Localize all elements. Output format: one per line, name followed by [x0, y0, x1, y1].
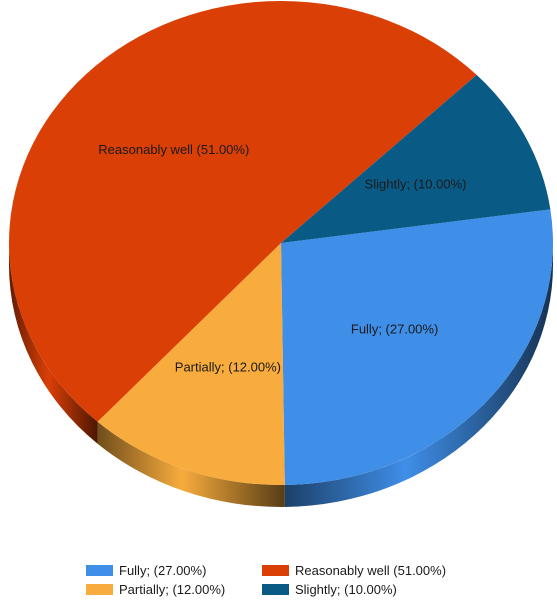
legend-swatch [262, 583, 289, 595]
pie-side-2 [8, 243, 98, 444]
legend-item: Slightly; (10.00%) [262, 581, 462, 597]
pie-slice-3 [281, 74, 551, 244]
pie-slice-1 [97, 243, 285, 485]
pie-slice-0 [281, 209, 553, 485]
legend-label: Fully; (27.00%) [119, 562, 207, 578]
legend-item: Reasonably well (51.00%) [262, 562, 462, 578]
legend-label: Partially; (12.00%) [119, 581, 226, 597]
legend-swatch [86, 564, 113, 576]
pie-side-1 [97, 421, 285, 507]
legend-label: Reasonably well (51.00%) [295, 562, 447, 578]
slice-labels: Fully; (27.00%) Partially; (12.00%) Reason… [98, 142, 466, 374]
pie-slices [8, 0, 553, 485]
legend-label: Slightly; (10.00%) [295, 581, 397, 597]
slice-label-2: Reasonably well (51.00%) [98, 142, 249, 157]
slice-label-1: Partially; (12.00%) [175, 359, 281, 374]
legend-item: Fully; (27.00%) [86, 562, 262, 578]
slice-label-3: Slightly; (10.00%) [365, 177, 467, 192]
legend: Fully; (27.00%) Reasonably well (51.00%) P… [86, 562, 486, 597]
legend-item: Partially; (12.00%) [86, 581, 262, 597]
pie-side-0 [284, 243, 553, 507]
slice-label-0: Fully; (27.00%) [351, 322, 438, 337]
legend-swatch [262, 564, 289, 576]
legend-swatch [86, 583, 113, 595]
pie-sides [8, 243, 553, 507]
pie-slice-2 [8, 0, 477, 422]
